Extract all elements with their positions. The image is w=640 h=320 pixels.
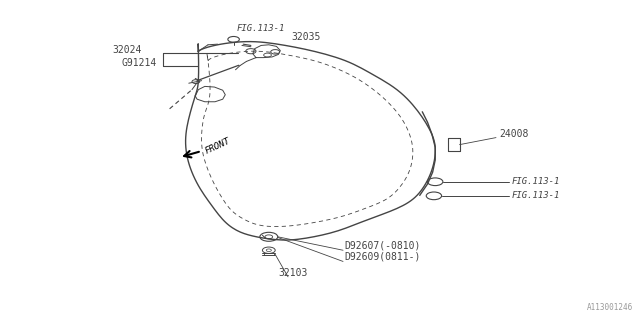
Text: 32035: 32035 (291, 32, 321, 42)
Text: 32024: 32024 (112, 45, 141, 55)
Text: FIG.113-1: FIG.113-1 (512, 177, 561, 186)
Text: G91214: G91214 (122, 58, 157, 68)
Text: D92607(-0810): D92607(-0810) (344, 240, 420, 250)
Text: 24008: 24008 (499, 129, 529, 139)
Text: FRONT: FRONT (204, 137, 232, 156)
Text: 32103: 32103 (278, 268, 308, 278)
Text: FIG.113-1: FIG.113-1 (237, 24, 285, 33)
Text: D92609(0811-): D92609(0811-) (344, 252, 420, 261)
Text: A113001246: A113001246 (588, 303, 634, 312)
Text: FIG.113-1: FIG.113-1 (512, 191, 561, 200)
